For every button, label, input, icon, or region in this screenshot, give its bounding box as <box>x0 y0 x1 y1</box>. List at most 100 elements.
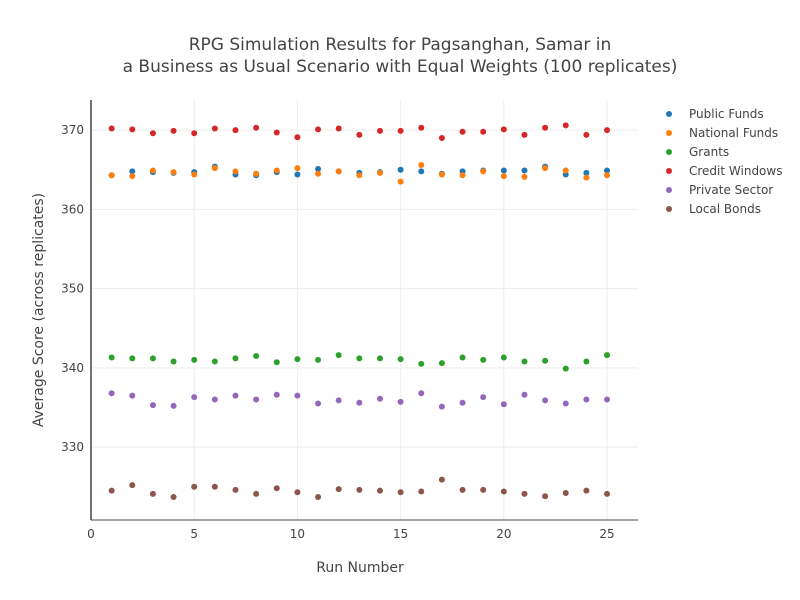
point-private-sector <box>542 397 549 404</box>
point-national-funds <box>418 161 425 168</box>
point-local-bonds <box>459 486 466 493</box>
point-private-sector <box>294 392 301 399</box>
point-grants <box>500 354 507 361</box>
point-private-sector <box>108 390 115 397</box>
point-private-sector <box>604 396 611 403</box>
point-national-funds <box>480 168 487 175</box>
point-private-sector <box>480 394 487 401</box>
point-grants <box>232 355 239 362</box>
point-private-sector <box>149 402 156 409</box>
y-tick-label: 340 <box>61 361 84 375</box>
point-credit-windows <box>294 134 301 141</box>
point-credit-windows <box>583 131 590 138</box>
point-public-funds <box>521 167 528 174</box>
point-local-bonds <box>376 487 383 494</box>
point-private-sector <box>521 391 528 398</box>
point-local-bonds <box>273 485 280 492</box>
legend-item-public-funds[interactable]: Public Funds <box>666 107 764 121</box>
point-national-funds <box>521 173 528 180</box>
point-local-bonds <box>129 482 136 489</box>
point-credit-windows <box>562 122 569 129</box>
point-private-sector <box>438 403 445 410</box>
y-tick-label: 350 <box>61 282 84 296</box>
point-local-bonds <box>521 490 528 497</box>
point-national-funds <box>500 173 507 180</box>
legend[interactable]: Public Funds National Funds Grants Credit W… <box>666 107 782 216</box>
point-grants <box>273 359 280 366</box>
x-tick-label: 15 <box>393 527 408 541</box>
point-grants <box>521 358 528 365</box>
point-private-sector <box>583 396 590 403</box>
point-private-sector <box>232 392 239 399</box>
point-private-sector <box>211 396 218 403</box>
x-tick-label: 0 <box>87 527 95 541</box>
point-grants <box>170 358 177 365</box>
point-grants <box>583 358 590 365</box>
point-local-bonds <box>315 494 322 501</box>
point-national-funds <box>604 172 611 179</box>
point-grants <box>480 356 487 363</box>
point-credit-windows <box>211 125 218 132</box>
legend-label-public-funds: Public Funds <box>689 107 764 121</box>
point-credit-windows <box>604 127 611 134</box>
point-national-funds <box>315 170 322 177</box>
point-public-funds <box>129 168 136 175</box>
point-public-funds <box>315 165 322 172</box>
legend-item-national-funds[interactable]: National Funds <box>666 126 778 140</box>
point-local-bonds <box>480 486 487 493</box>
point-local-bonds <box>438 476 445 483</box>
point-credit-windows <box>376 127 383 134</box>
point-national-funds <box>253 170 260 177</box>
point-national-funds <box>170 169 177 176</box>
point-local-bonds <box>583 487 590 494</box>
point-local-bonds <box>108 487 115 494</box>
point-local-bonds <box>356 486 363 493</box>
point-local-bonds <box>294 489 301 496</box>
legend-marker-national-funds <box>666 130 672 136</box>
point-credit-windows <box>253 124 260 131</box>
point-local-bonds <box>604 490 611 497</box>
point-grants <box>191 356 198 363</box>
point-national-funds <box>129 173 136 180</box>
y-axis-title: Average Score (across replicates) <box>31 193 47 427</box>
chart-title-line-1: RPG Simulation Results for Pagsanghan, S… <box>189 35 612 55</box>
point-credit-windows <box>438 135 445 142</box>
point-private-sector <box>376 395 383 402</box>
point-private-sector <box>356 399 363 406</box>
legend-label-credit-windows: Credit Windows <box>689 164 782 178</box>
point-national-funds <box>191 171 198 178</box>
legend-item-private-sector[interactable]: Private Sector <box>666 183 773 197</box>
point-grants <box>315 356 322 363</box>
legend-item-grants[interactable]: Grants <box>666 145 729 159</box>
point-credit-windows <box>170 127 177 134</box>
point-grants <box>418 360 425 367</box>
point-private-sector <box>315 400 322 407</box>
x-tick-label: 20 <box>496 527 511 541</box>
legend-label-grants: Grants <box>689 145 729 159</box>
point-public-funds <box>418 168 425 175</box>
point-grants <box>376 355 383 362</box>
legend-label-local-bonds: Local Bonds <box>689 202 761 216</box>
chart-title-line-2: a Business as Usual Scenario with Equal … <box>123 57 678 77</box>
point-private-sector <box>500 401 507 408</box>
y-tick-label: 330 <box>61 440 84 454</box>
legend-label-national-funds: National Funds <box>689 126 778 140</box>
legend-marker-local-bonds <box>666 206 672 212</box>
point-grants <box>562 365 569 372</box>
point-grants <box>397 356 404 363</box>
point-public-funds <box>500 167 507 174</box>
point-credit-windows <box>397 127 404 134</box>
legend-item-local-bonds[interactable]: Local Bonds <box>666 202 761 216</box>
legend-item-credit-windows[interactable]: Credit Windows <box>666 164 782 178</box>
point-credit-windows <box>273 129 280 136</box>
point-local-bonds <box>191 483 198 490</box>
point-local-bonds <box>418 488 425 495</box>
point-local-bonds <box>232 486 239 493</box>
point-grants <box>129 355 136 362</box>
point-local-bonds <box>149 490 156 497</box>
point-local-bonds <box>211 483 218 490</box>
point-grants <box>108 354 115 361</box>
point-grants <box>542 357 549 364</box>
point-national-funds <box>542 165 549 172</box>
legend-marker-public-funds <box>666 111 672 117</box>
